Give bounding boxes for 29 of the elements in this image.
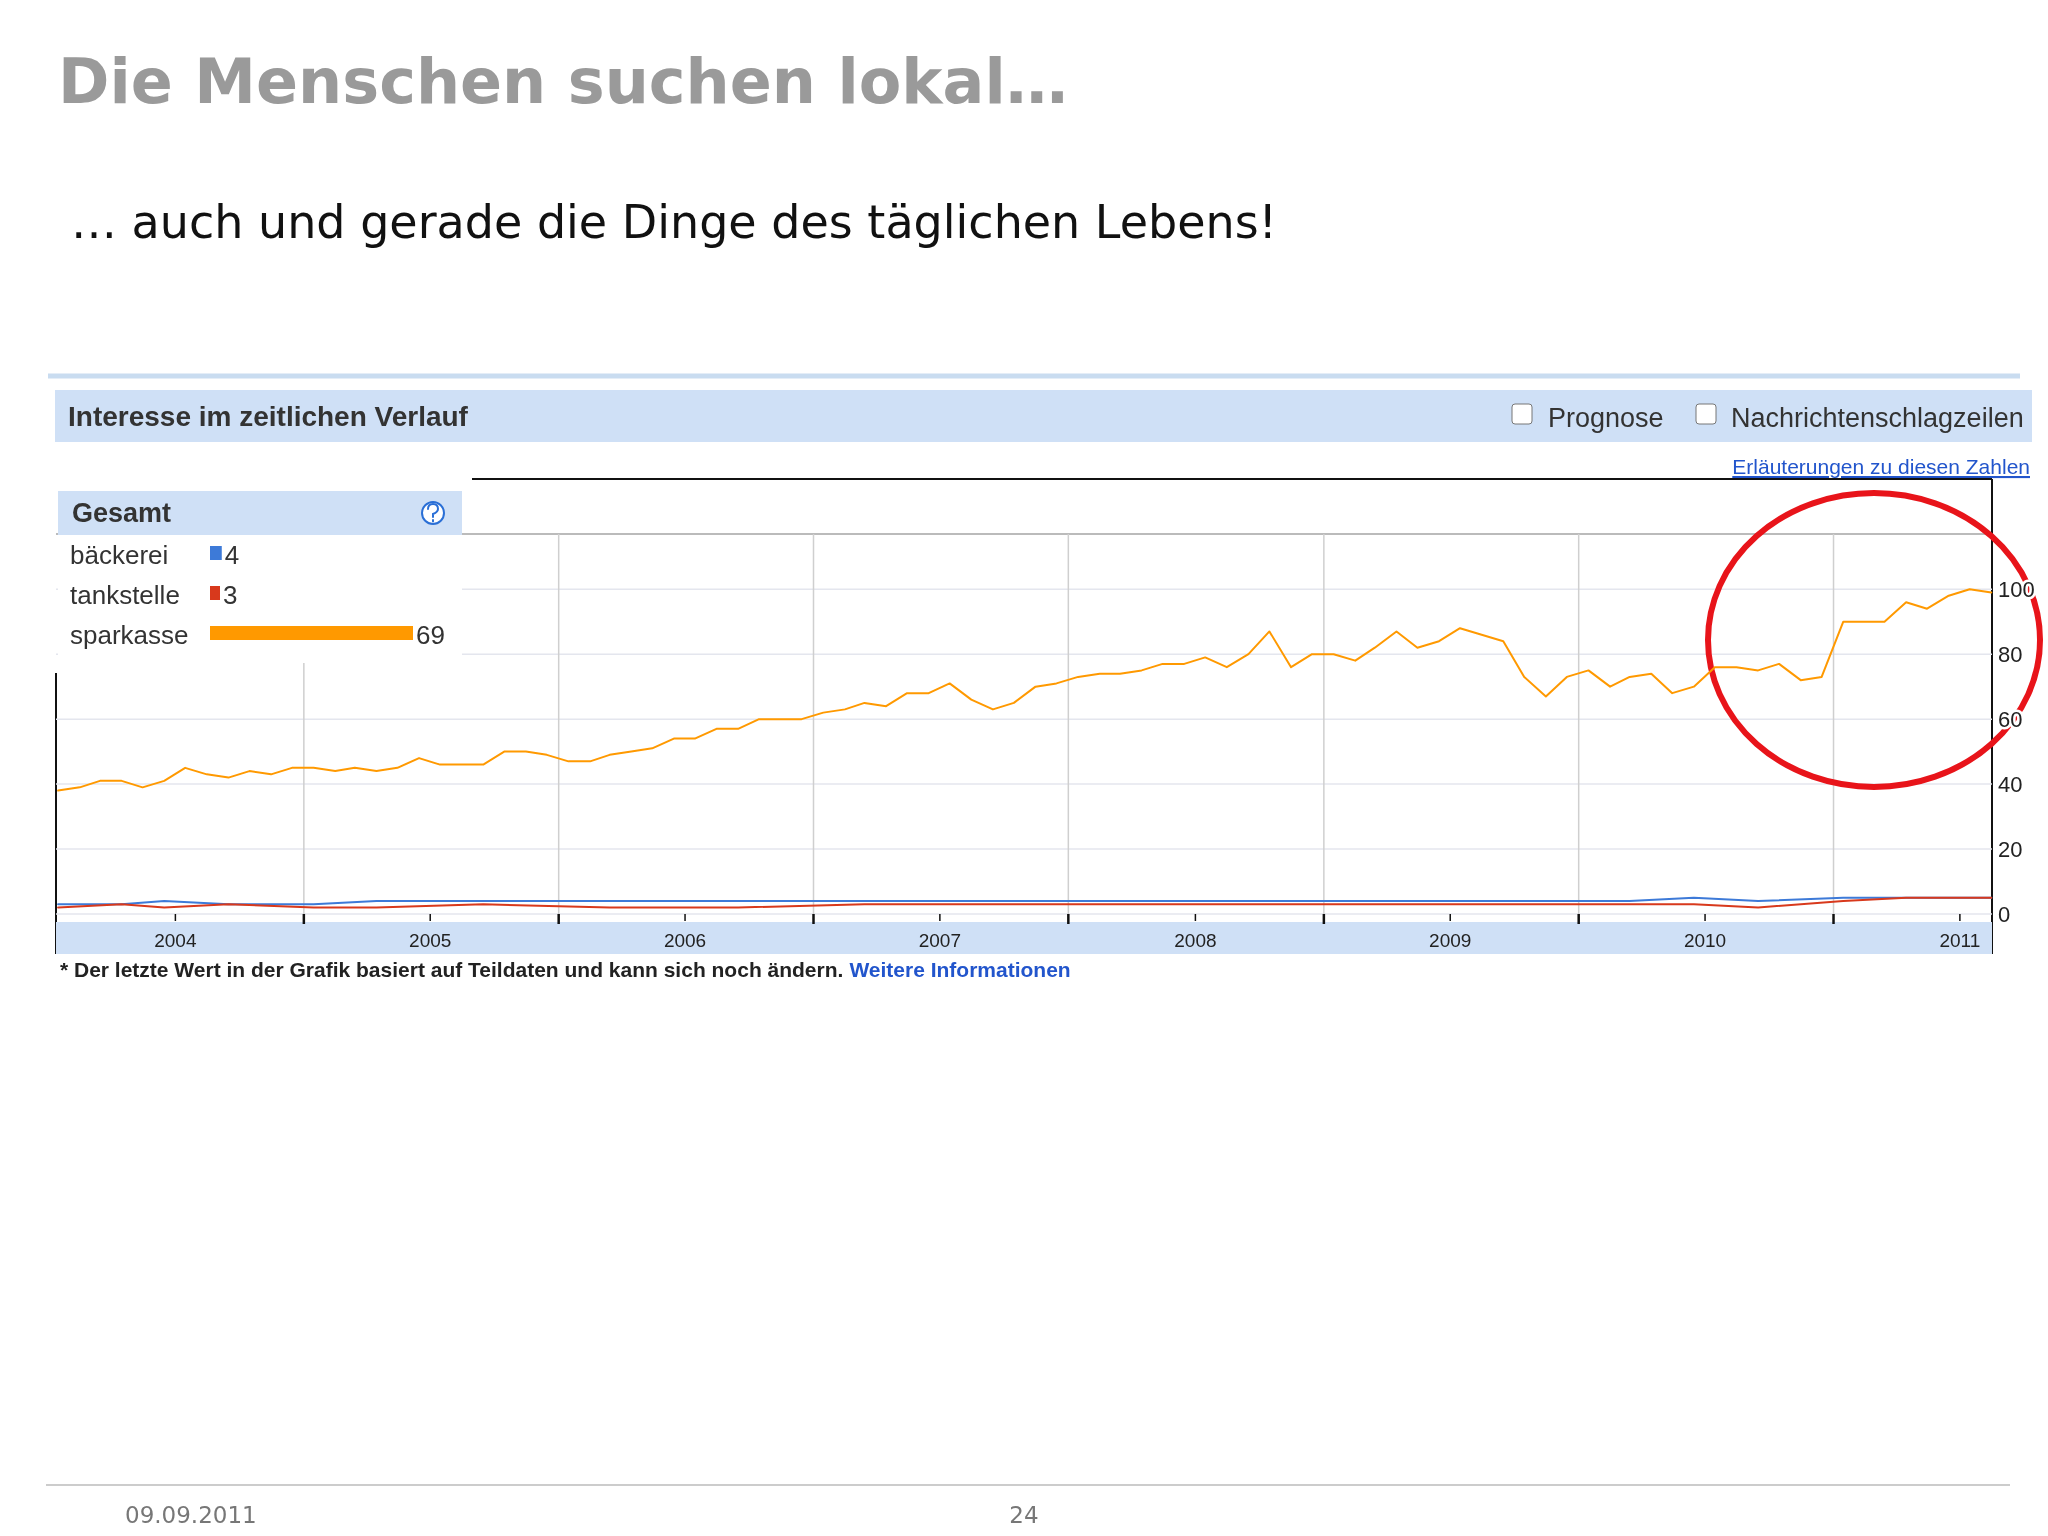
x-tick-label: 2010 <box>1683 930 1727 951</box>
chart-title: Die Menschen suchen lokal… <box>58 45 1068 118</box>
legend-label: tankstelle <box>70 580 180 610</box>
chart-subtitle: … auch und gerade die Dinge des täglichen Lebens! <box>71 195 1278 249</box>
annotation: 69 <box>416 620 445 650</box>
text: 09.09.2011 <box>125 1502 257 1528</box>
legend-label: sparkasse <box>70 620 189 650</box>
x-tick-label: 2009 <box>1429 930 1472 951</box>
x-tick-label: 2004 <box>154 930 197 951</box>
x-tick-label: 2005 <box>409 930 452 951</box>
y-tick-label: 40 <box>1998 772 2023 798</box>
legend-label: bäckerei <box>70 540 169 570</box>
text: 24 <box>1009 1502 1039 1528</box>
text: * Der letzte Wert in der Grafik basiert auf Teildaten und kann sich noch ändern. <box>60 958 844 981</box>
text: Interesse im zeitlichen Verlauf <box>68 401 469 432</box>
x-tick-label: 2007 <box>918 930 962 951</box>
y-tick-label: 0 <box>1998 902 2011 927</box>
text: Erläuterungen zu diesen Zahlen <box>1732 455 2030 478</box>
annotation: 4 <box>224 540 240 570</box>
y-tick-label: 80 <box>1998 642 2023 668</box>
x-tick-label: 2006 <box>663 930 707 951</box>
annotation: 3 <box>223 580 238 610</box>
legend-title: Gesamt <box>72 498 172 528</box>
x-tick-label: 2008 <box>1174 930 1217 951</box>
text: Weitere Informationen <box>849 958 1071 981</box>
text: Nachrichtenschlagzeilen <box>1731 403 2024 433</box>
x-tick-label: 2011 <box>1939 930 1981 951</box>
y-tick-label: 20 <box>1998 837 2023 863</box>
text: Prognose <box>1548 403 1664 433</box>
